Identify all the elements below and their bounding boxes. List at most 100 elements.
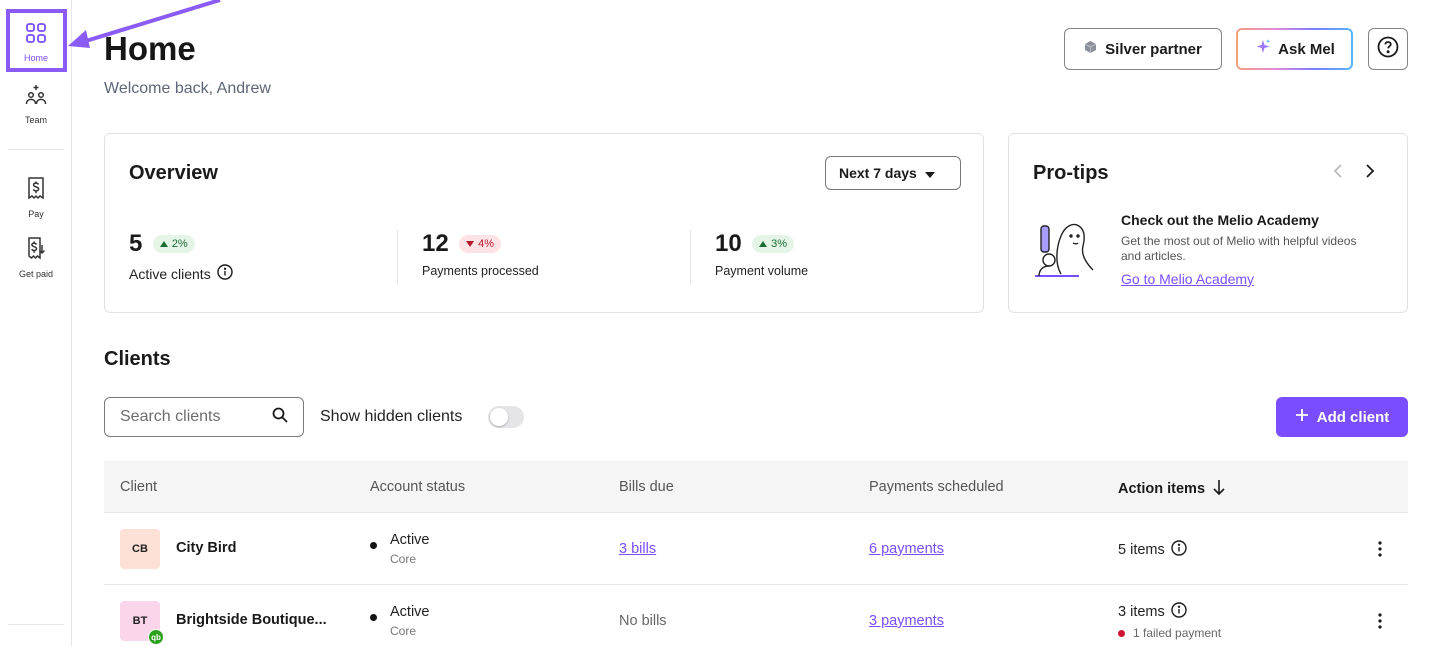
overview-title: Overview bbox=[129, 162, 218, 184]
action-items: 5 items bbox=[1118, 540, 1187, 560]
show-hidden-toggle[interactable] bbox=[488, 406, 524, 428]
sidebar-divider bbox=[8, 149, 64, 150]
period-value: Next 7 days bbox=[839, 165, 917, 181]
sidebar-divider bbox=[8, 624, 64, 625]
period-dropdown[interactable]: Next 7 days bbox=[825, 156, 961, 190]
grid-icon bbox=[25, 22, 47, 49]
academy-illustration-icon bbox=[1031, 216, 1101, 287]
payments-link[interactable]: 3 payments bbox=[869, 613, 944, 629]
add-client-label: Add client bbox=[1316, 408, 1390, 426]
plus-icon bbox=[1295, 408, 1309, 426]
stat-divider bbox=[397, 230, 398, 284]
payments-link[interactable]: 6 payments bbox=[869, 541, 944, 557]
sidebar: Home Team Pay Get paid bbox=[0, 0, 72, 646]
silver-partner-button[interactable]: Silver partner bbox=[1064, 28, 1222, 70]
column-header-client[interactable]: Client bbox=[120, 479, 158, 495]
column-header-bills-due[interactable]: Bills due bbox=[619, 479, 674, 495]
tip-title: Check out the Melio Academy bbox=[1121, 212, 1319, 228]
info-icon[interactable] bbox=[1171, 540, 1187, 560]
search-icon[interactable] bbox=[272, 407, 288, 428]
stat-value: 5 bbox=[129, 230, 143, 257]
bills-link[interactable]: 3 bills bbox=[619, 541, 657, 557]
table-row[interactable]: BT qb Brightside Boutique... Active Core… bbox=[104, 585, 1408, 646]
stat-payment-volume: 10 3% Payment volume bbox=[715, 230, 808, 278]
sidebar-item-team[interactable]: Team bbox=[0, 84, 72, 125]
status-text: Active bbox=[390, 604, 430, 620]
quickbooks-icon: qb bbox=[148, 629, 164, 645]
column-header-action-items[interactable]: Action items bbox=[1118, 479, 1225, 499]
change-value: 2% bbox=[171, 238, 188, 250]
info-icon[interactable] bbox=[217, 264, 233, 283]
info-icon[interactable] bbox=[1171, 602, 1187, 622]
stat-divider bbox=[690, 230, 691, 284]
plan-text: Core bbox=[390, 552, 417, 566]
tip-body: Get the most out of Melio with helpful v… bbox=[1121, 234, 1357, 263]
help-button[interactable] bbox=[1368, 28, 1408, 70]
sidebar-item-label: Home bbox=[23, 53, 48, 63]
status-dot bbox=[370, 542, 377, 549]
arrow-annotation-icon bbox=[68, 0, 221, 48]
change-value: 4% bbox=[478, 238, 495, 250]
cube-icon bbox=[1084, 40, 1097, 58]
client-name[interactable]: Brightside Boutique... bbox=[176, 612, 327, 628]
clients-table-header: Client Account status Bills due Payments… bbox=[104, 461, 1408, 513]
avatar: BT qb bbox=[120, 601, 164, 645]
chevron-left-icon[interactable] bbox=[1333, 164, 1343, 183]
sidebar-item-label: Team bbox=[24, 115, 47, 125]
clients-title: Clients bbox=[104, 348, 171, 370]
change-value: 3% bbox=[771, 238, 788, 250]
more-options-icon[interactable] bbox=[1372, 537, 1388, 566]
table-row[interactable]: CB City Bird Active Core 3 bills 6 payme… bbox=[104, 513, 1408, 585]
protips-card: Pro-tips Check out the Melio Academy Get… bbox=[1008, 133, 1408, 313]
welcome-text: Welcome back, Andrew bbox=[104, 80, 271, 97]
failed-payment-text: 1 failed payment bbox=[1133, 626, 1222, 640]
avatar: CB bbox=[120, 529, 160, 569]
sparkle-icon bbox=[1254, 38, 1272, 60]
stat-label: Active clients bbox=[129, 265, 211, 282]
sidebar-item-get-paid[interactable]: Get paid bbox=[0, 236, 72, 279]
show-hidden-label: Show hidden clients bbox=[320, 408, 463, 425]
toggle-knob bbox=[490, 408, 508, 426]
arrow-down-icon bbox=[1213, 479, 1225, 499]
sidebar-item-home[interactable]: Home bbox=[0, 22, 72, 63]
change-badge: 2% bbox=[152, 235, 195, 253]
failed-payment-note: 1 failed payment bbox=[1118, 626, 1221, 640]
triangle-up-icon bbox=[159, 238, 168, 250]
stat-value: 12 bbox=[422, 230, 449, 257]
search-input[interactable] bbox=[120, 408, 270, 426]
triangle-down-icon bbox=[466, 238, 475, 250]
more-options-icon[interactable] bbox=[1372, 609, 1388, 638]
action-items-text: 3 items bbox=[1118, 604, 1165, 620]
stat-payments-processed: 12 4% Payments processed bbox=[422, 230, 539, 278]
bills-text: No bills bbox=[619, 613, 667, 629]
change-badge: 4% bbox=[459, 235, 502, 253]
ask-mel-button[interactable]: Ask Mel bbox=[1236, 28, 1353, 70]
sidebar-item-label: Pay bbox=[28, 209, 44, 219]
column-header-account-status[interactable]: Account status bbox=[370, 479, 466, 495]
pay-icon bbox=[25, 176, 47, 205]
chevron-right-icon[interactable] bbox=[1365, 164, 1375, 183]
overview-card: Overview Next 7 days 5 2% Active clients… bbox=[104, 133, 984, 313]
get-paid-icon bbox=[25, 236, 47, 265]
stat-label: Payment volume bbox=[715, 264, 809, 278]
status-text: Active bbox=[390, 532, 430, 548]
search-box bbox=[104, 397, 304, 437]
qb-text: qb bbox=[151, 632, 161, 642]
triangle-up-icon bbox=[759, 238, 768, 250]
protips-title: Pro-tips bbox=[1033, 162, 1109, 184]
client-name[interactable]: City Bird bbox=[176, 540, 237, 556]
help-icon bbox=[1377, 36, 1399, 62]
status-dot bbox=[370, 614, 377, 621]
action-items: 3 items bbox=[1118, 602, 1187, 622]
column-label: Action items bbox=[1118, 481, 1206, 497]
column-header-payments-scheduled[interactable]: Payments scheduled bbox=[869, 479, 1004, 495]
caret-down-icon bbox=[924, 165, 935, 181]
ask-mel-label: Ask Mel bbox=[1278, 40, 1335, 58]
avatar-initials: BT bbox=[132, 615, 148, 627]
melio-academy-link[interactable]: Go to Melio Academy bbox=[1121, 271, 1255, 287]
change-badge: 3% bbox=[752, 235, 795, 253]
sidebar-item-pay[interactable]: Pay bbox=[0, 176, 72, 219]
error-dot bbox=[1118, 629, 1125, 637]
add-client-button[interactable]: Add client bbox=[1276, 397, 1408, 437]
silver-partner-label: Silver partner bbox=[1105, 40, 1202, 58]
